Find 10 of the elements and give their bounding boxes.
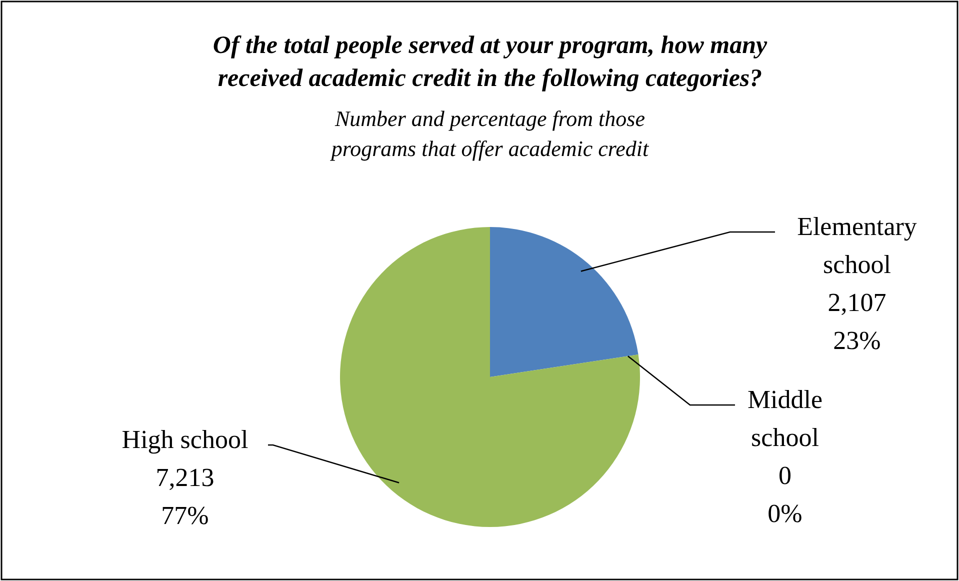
data-label: 7,213 77% — [156, 463, 214, 530]
text: 0 0% — [768, 461, 802, 528]
slice-label: Elementary school — [797, 212, 917, 279]
data-label: 2,107 23% — [828, 288, 886, 355]
chart-subtitle: Number and percentage from those programs that offer academic credit — [329, 106, 650, 161]
chart-title: Of the total people served at your program, how many received academic credit in the following categories? — [212, 32, 768, 92]
slice-label: High school — [122, 425, 248, 454]
category-label: Middle school — [747, 385, 823, 452]
pie-slice — [340, 227, 640, 527]
pie-slice — [490, 227, 638, 377]
